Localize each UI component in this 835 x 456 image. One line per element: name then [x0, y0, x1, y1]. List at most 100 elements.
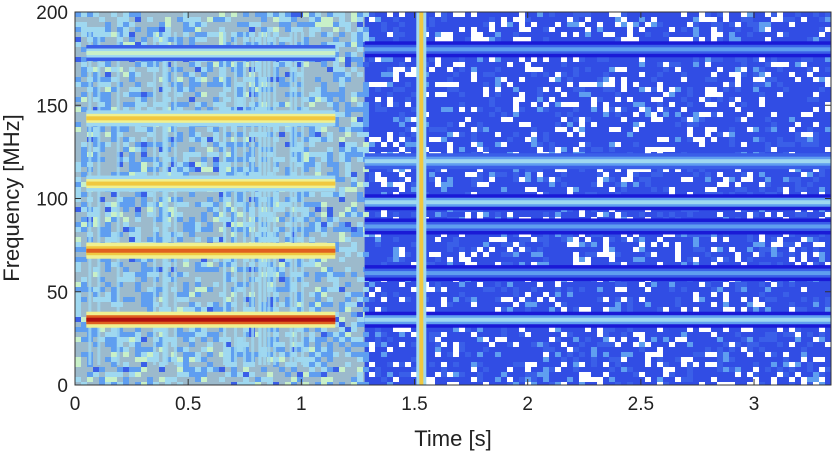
- heatmap-cell: [237, 287, 243, 292]
- heatmap-cell: [531, 187, 537, 192]
- heatmap-cell: [531, 262, 537, 267]
- heatmap-cell: [285, 287, 291, 292]
- heatmap-cell: [723, 292, 729, 297]
- heatmap-cell: [351, 302, 357, 307]
- heatmap-cell: [621, 287, 627, 292]
- heatmap-cell: [339, 212, 345, 217]
- heatmap-cell: [387, 362, 393, 367]
- heatmap-cell: [699, 297, 705, 302]
- heatmap-cell: [231, 357, 237, 362]
- heatmap-cell: [117, 327, 123, 332]
- heatmap-cell: [285, 197, 291, 202]
- heatmap-cell: [585, 67, 591, 72]
- heatmap-cell: [573, 347, 579, 352]
- heatmap-cell: [783, 17, 789, 22]
- heatmap-cell: [213, 77, 219, 82]
- heatmap-cell: [315, 327, 321, 332]
- heatmap-cell: [255, 82, 261, 87]
- heatmap-cell: [519, 107, 525, 112]
- heatmap-cell: [207, 197, 213, 202]
- heatmap-cell: [687, 127, 693, 132]
- heatmap-cell: [555, 287, 561, 292]
- heatmap-cell: [747, 212, 753, 217]
- heatmap-cell: [255, 92, 261, 97]
- heatmap-cell: [345, 132, 351, 137]
- heatmap-cell: [291, 12, 297, 17]
- heatmap-cell: [621, 282, 627, 287]
- heatmap-cell: [771, 147, 777, 152]
- heatmap-cell: [183, 347, 189, 352]
- heatmap-cell: [303, 282, 309, 287]
- heatmap-cell: [111, 347, 117, 352]
- heatmap-cell: [315, 27, 321, 32]
- heatmap-cell: [345, 187, 351, 192]
- heatmap-cell: [669, 367, 675, 372]
- heatmap-cell: [297, 307, 303, 312]
- heatmap-cell: [231, 237, 237, 242]
- heatmap-cell: [105, 382, 111, 385]
- heatmap-cell: [501, 22, 507, 27]
- heatmap-cell: [285, 372, 291, 377]
- heatmap-cell: [135, 107, 141, 112]
- heatmap-cell: [369, 172, 375, 177]
- heatmap-cell: [315, 257, 321, 262]
- heatmap-cell: [603, 252, 609, 257]
- heatmap-cell: [735, 372, 741, 377]
- heatmap-cell: [507, 297, 513, 302]
- heatmap-cell: [123, 332, 129, 337]
- heatmap-cell: [201, 72, 207, 77]
- heatmap-cell: [471, 332, 477, 337]
- heatmap-cell: [141, 202, 147, 207]
- heatmap-cell: [753, 127, 759, 132]
- heatmap-cell: [333, 332, 339, 337]
- heatmap-cell: [321, 82, 327, 87]
- heatmap-cell: [309, 362, 315, 367]
- heatmap-cell: [99, 32, 105, 37]
- heatmap-cell: [795, 327, 801, 332]
- heatmap-cell: [597, 377, 603, 382]
- heatmap-cell: [459, 27, 465, 32]
- heatmap-cell: [627, 297, 633, 302]
- heatmap-cell: [147, 92, 153, 97]
- heatmap-cell: [651, 282, 657, 287]
- heatmap-cell: [159, 207, 165, 212]
- heatmap-cell: [243, 222, 249, 227]
- heatmap-cell: [621, 82, 627, 87]
- heatmap-cell: [75, 57, 81, 62]
- heatmap-cell: [627, 27, 633, 32]
- heatmap-cell: [687, 22, 693, 27]
- heatmap-cell: [393, 257, 399, 262]
- heatmap-cell: [285, 237, 291, 242]
- heatmap-cell: [93, 77, 99, 82]
- heatmap-cell: [747, 177, 753, 182]
- heatmap-cell: [825, 367, 831, 372]
- heatmap-cell: [117, 157, 123, 162]
- heatmap-cell: [213, 237, 219, 242]
- heatmap-cell: [315, 262, 321, 267]
- heatmap-cell: [303, 327, 309, 332]
- heatmap-cell: [471, 107, 477, 112]
- heatmap-cell: [213, 62, 219, 67]
- heatmap-cell: [345, 337, 351, 342]
- heatmap-cell: [717, 57, 723, 62]
- heatmap-cell: [561, 302, 567, 307]
- heatmap-cell: [333, 247, 339, 252]
- heatmap-cell: [231, 147, 237, 152]
- heatmap-cell: [345, 167, 351, 172]
- heatmap-cell: [219, 147, 225, 152]
- heatmap-cell: [123, 92, 129, 97]
- heatmap-cell: [225, 167, 231, 172]
- heatmap-cell: [285, 22, 291, 27]
- heatmap-cell: [123, 172, 129, 177]
- heatmap-cell: [231, 352, 237, 357]
- heatmap-cell: [651, 337, 657, 342]
- heatmap-cell: [615, 107, 621, 112]
- heatmap-cell: [693, 32, 699, 37]
- heatmap-cell: [759, 337, 765, 342]
- heatmap-cell: [339, 302, 345, 307]
- heatmap-cell: [567, 292, 573, 297]
- heatmap-cell: [429, 177, 435, 182]
- heatmap-cell: [597, 287, 603, 292]
- heatmap-cell: [183, 292, 189, 297]
- heatmap-cell: [117, 27, 123, 32]
